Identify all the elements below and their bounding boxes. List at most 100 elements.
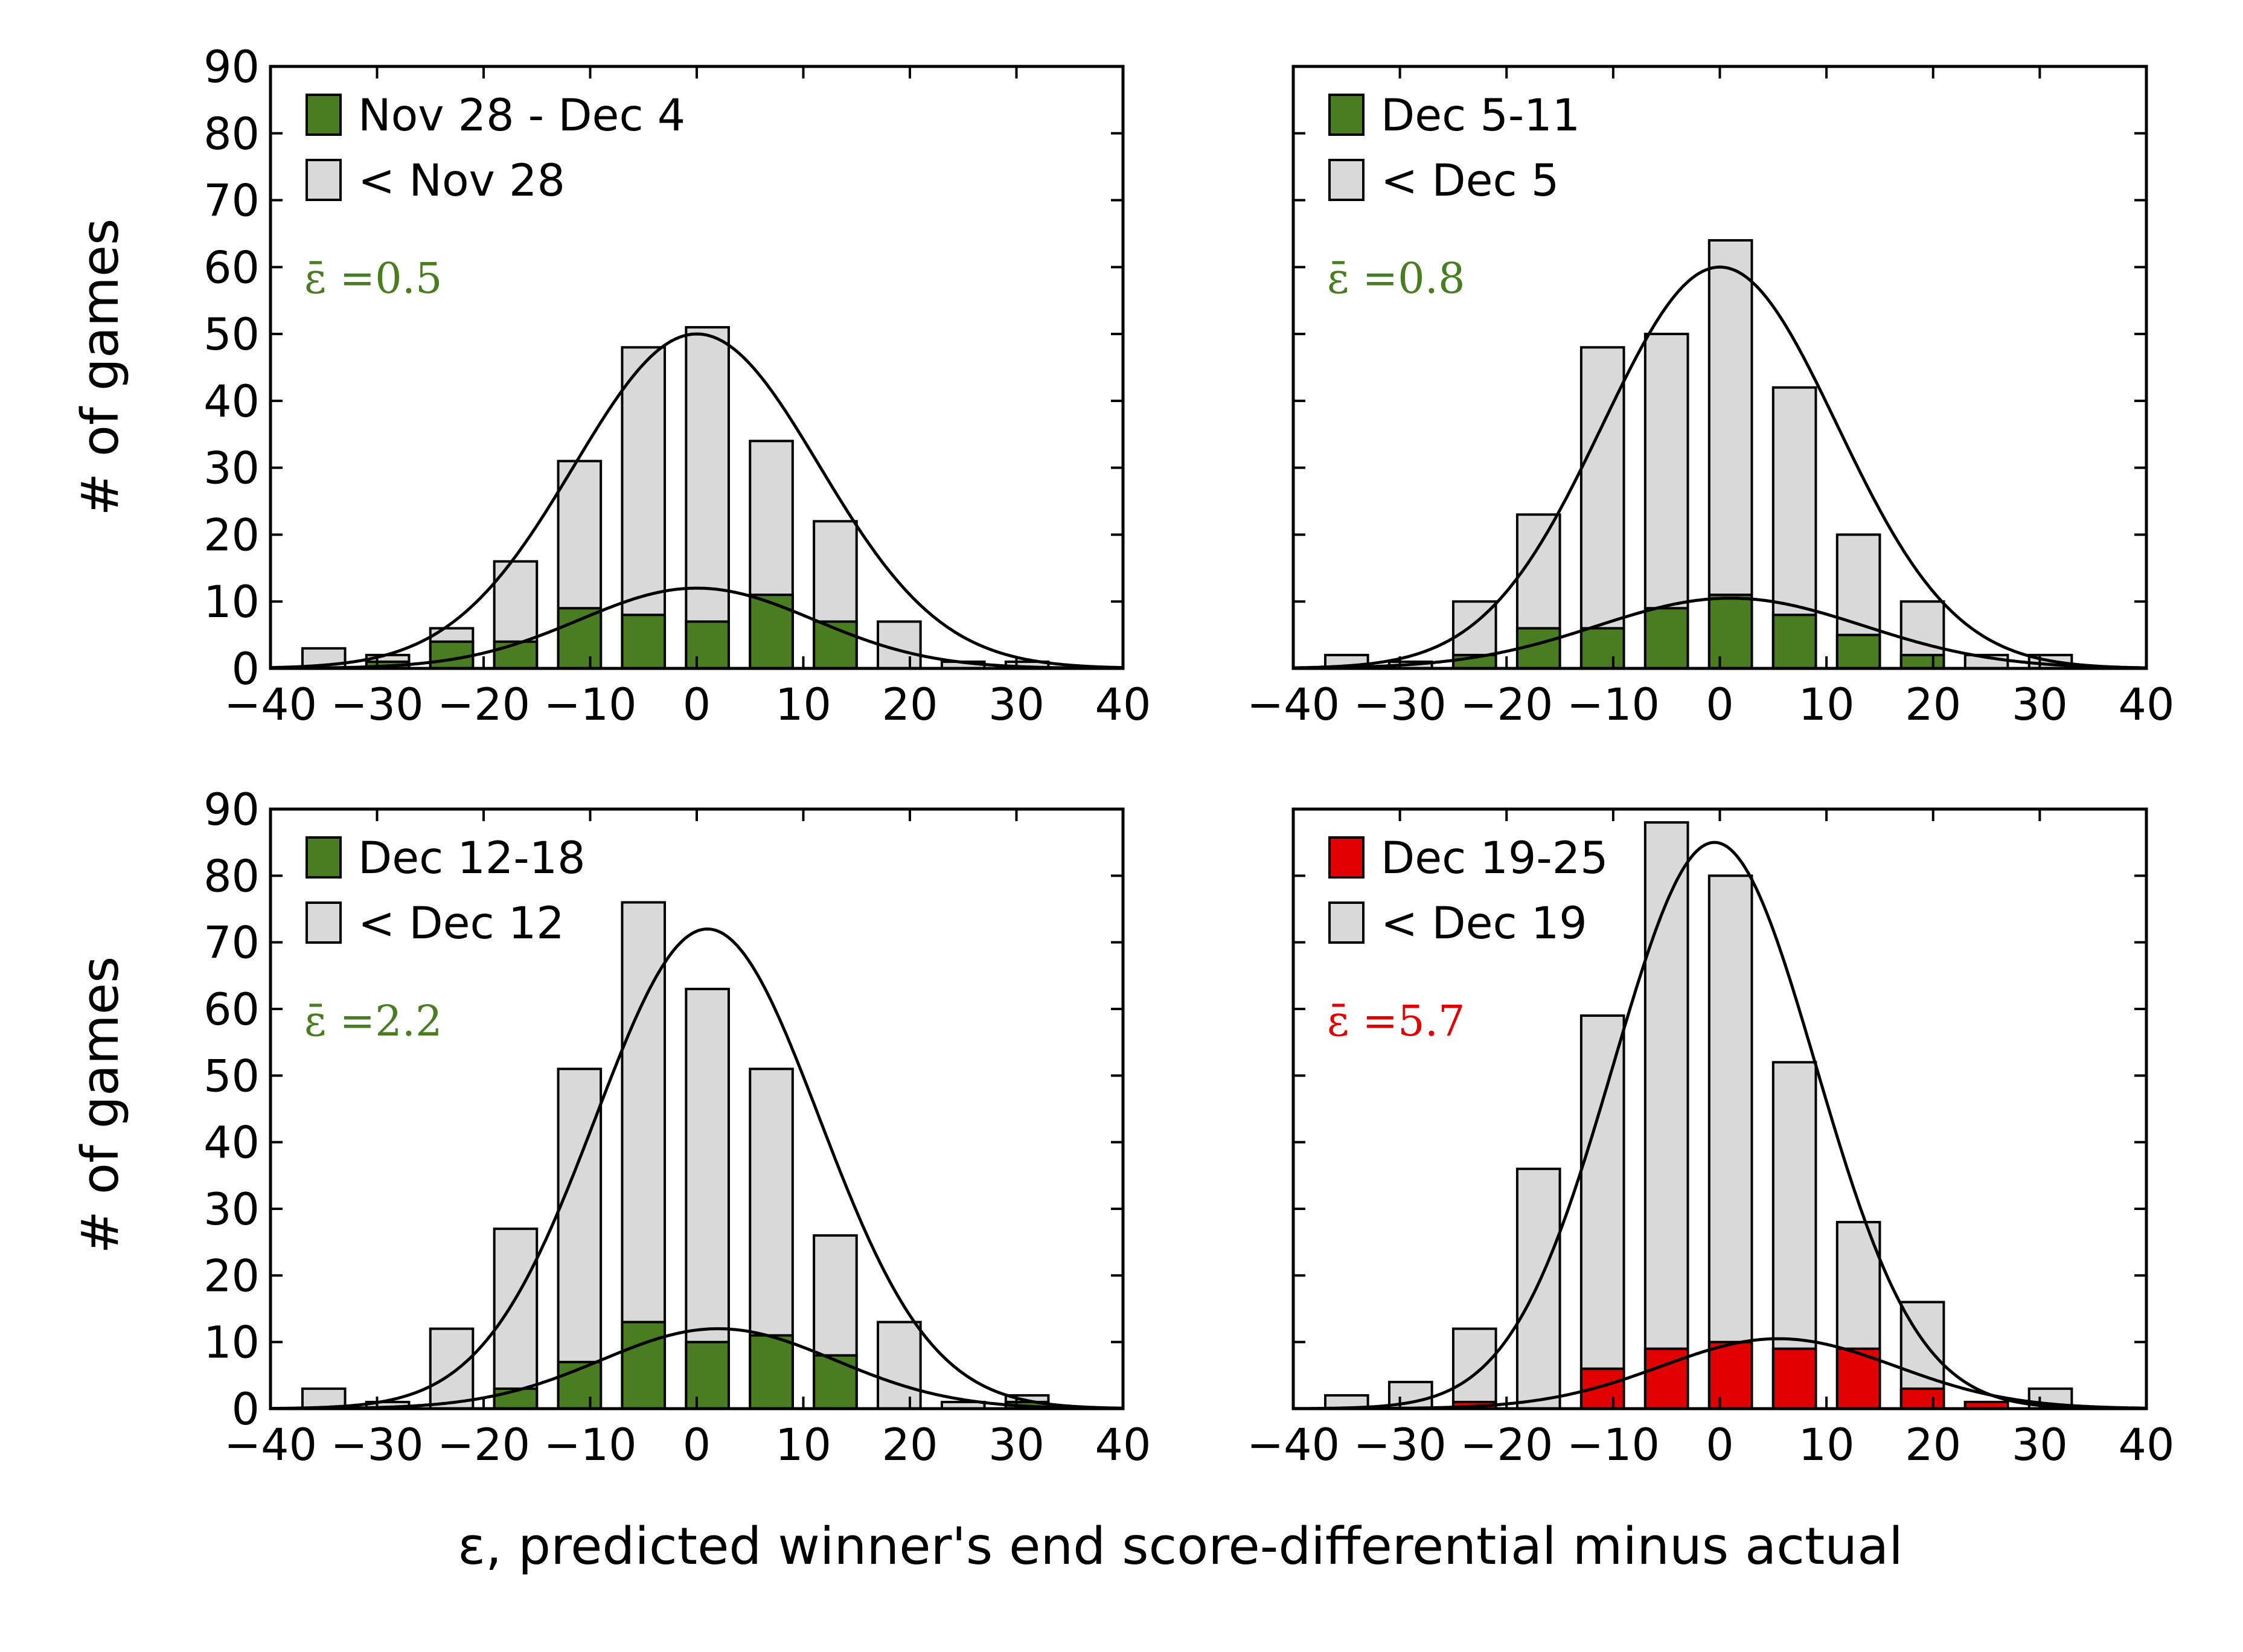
y-tick-label: 20	[203, 510, 260, 561]
legend-swatch-gray	[306, 159, 342, 201]
bar-gray	[1515, 1167, 1561, 1410]
bar-gray	[1579, 346, 1625, 670]
x-tick-label: 30	[2012, 1420, 2068, 1471]
x-tick-label: 0	[1706, 679, 1733, 731]
fit-curve-1	[1293, 265, 2147, 670]
x-tick-label: 10	[775, 1420, 831, 1471]
bar-highlight	[557, 607, 603, 670]
bar-highlight	[813, 1354, 858, 1410]
y-tick-label: 30	[203, 443, 260, 495]
ylabel-top: # of games	[71, 219, 130, 516]
legend-label-gray: < Dec 19	[1381, 898, 1587, 949]
bar-gray	[1643, 821, 1689, 1410]
x-tick-label: −10	[543, 1420, 636, 1471]
bar-highlight	[1707, 594, 1753, 670]
fit-curve-2	[270, 1327, 1124, 1410]
y-tick-label: 0	[232, 644, 260, 695]
x-tick-label: −20	[1460, 1420, 1553, 1471]
x-tick-label: −40	[1247, 679, 1340, 731]
bar-gray	[429, 1327, 475, 1410]
bar-gray	[493, 1228, 539, 1410]
mean-annotation: ε̄ =2.2	[304, 996, 443, 1046]
x-tick-label: −40	[224, 679, 317, 731]
y-tick-label: 50	[203, 309, 260, 360]
x-tick-label: 40	[2119, 679, 2175, 731]
y-tick-label: 0	[232, 1384, 260, 1435]
bar-highlight	[1835, 633, 1881, 670]
fit-curve-1	[270, 332, 1124, 670]
y-tick-label: 90	[203, 42, 260, 93]
legend-label-gray: < Dec 12	[358, 898, 565, 949]
x-tick-label: 20	[1905, 1420, 1961, 1471]
y-tick-label: 70	[203, 176, 260, 227]
legend-swatch-gray	[1328, 901, 1365, 944]
x-tick-label: −20	[1460, 679, 1553, 731]
bar-gray	[1451, 1327, 1497, 1410]
mean-annotation: ε̄ =0.8	[1327, 254, 1465, 303]
bar-gray	[877, 1321, 922, 1410]
x-tick-label: 30	[988, 1420, 1045, 1471]
bar-highlight	[621, 1321, 667, 1410]
legend-label-highlight: Dec 19-25	[1381, 833, 1608, 884]
bar-highlight	[749, 1334, 794, 1410]
x-tick-label: 20	[882, 679, 938, 731]
x-tick-label: −30	[330, 1420, 423, 1471]
x-tick-label: −20	[437, 1420, 530, 1471]
x-tick-label: 20	[1905, 679, 1961, 731]
bar-highlight	[685, 620, 730, 670]
y-tick-label: 90	[203, 784, 260, 836]
bar-highlight	[1899, 653, 1945, 670]
bar-highlight	[1643, 607, 1689, 670]
legend-swatch-highlight	[1328, 836, 1365, 879]
x-tick-label: 0	[1706, 1420, 1733, 1471]
y-tick-label: 40	[203, 376, 260, 427]
panel-4: −40 −30 −20 −10 0 10 20 30 40 Dec 19-25 < Dec 19 ε̄…	[1247, 807, 2174, 1471]
bar-gray	[1579, 1014, 1625, 1410]
x-tick-label: 20	[882, 1420, 938, 1471]
x-tick-label: 10	[775, 679, 831, 731]
y-tick-label: 50	[203, 1051, 260, 1102]
legend-swatch-highlight	[306, 94, 342, 136]
x-tick-label: 10	[1799, 679, 1855, 731]
legend-swatch-highlight	[1328, 94, 1365, 136]
ylabel-bottom: # of games	[71, 956, 130, 1254]
legend-swatch-highlight	[306, 836, 342, 879]
x-tick-label: −10	[1567, 679, 1660, 731]
mean-annotation: ε̄ =0.5	[304, 254, 443, 303]
xlabel: ε, predicted winner's end score-differen…	[458, 1517, 1903, 1577]
x-tick-label: −40	[1247, 1420, 1340, 1471]
panel-3: −40 −30 −20 −10 0 10 20 30 40 0 10 20 30 40 50 60 70 80 90…	[203, 784, 1151, 1471]
y-tick-label: 20	[203, 1250, 260, 1302]
bar-highlight	[1899, 1387, 1945, 1410]
bar-highlight	[1771, 613, 1817, 670]
fit-curve-2	[1293, 597, 2146, 670]
fit-curve-2	[270, 586, 1123, 670]
bar-highlight	[621, 613, 667, 670]
y-tick-label: 10	[203, 1317, 260, 1369]
fit-curve-1	[270, 927, 1124, 1410]
x-tick-label: 30	[988, 679, 1045, 731]
x-tick-label: −30	[1354, 679, 1447, 731]
bar-highlight	[1771, 1347, 1817, 1410]
bar-highlight	[685, 1340, 730, 1410]
legend-swatch-gray	[1328, 159, 1365, 201]
x-tick-label: 0	[683, 1420, 711, 1471]
x-tick-label: 30	[2012, 679, 2068, 731]
bar-highlight	[429, 640, 475, 670]
bar-highlight	[749, 594, 794, 670]
bar-gray	[685, 987, 730, 1410]
y-tick-label: 10	[203, 577, 260, 628]
legend-label-highlight: Nov 28 - Dec 4	[358, 90, 685, 141]
panel-2: −40 −30 −20 −10 0 10 20 30 40 Dec 5-11 < Dec 5 ε̄ =…	[1247, 65, 2175, 731]
x-tick-label: 40	[1095, 679, 1151, 731]
legend-label-gray: < Nov 28	[358, 155, 565, 206]
legend-label-highlight: Dec 12-18	[358, 833, 586, 884]
x-tick-label: −10	[543, 679, 636, 731]
y-tick-label: 30	[203, 1184, 260, 1235]
bar-highlight	[1707, 1340, 1753, 1410]
panel-1: −40 −30 −20 −10 0 10 20 30 40 0 10 20 30 40 50 60 70 80 90…	[203, 42, 1151, 731]
bar-gray	[1707, 874, 1753, 1410]
x-tick-label: 0	[683, 679, 711, 731]
mean-annotation: ε̄ =5.7	[1327, 996, 1465, 1046]
y-tick-label: 80	[203, 851, 260, 902]
